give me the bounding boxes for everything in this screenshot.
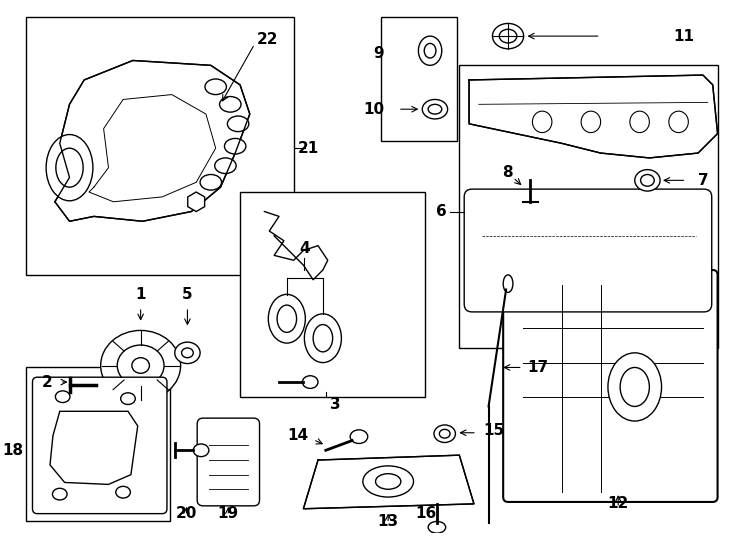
Ellipse shape <box>363 466 413 497</box>
Ellipse shape <box>376 474 401 489</box>
Text: 1: 1 <box>135 287 146 302</box>
FancyBboxPatch shape <box>32 377 167 514</box>
Text: 12: 12 <box>608 496 629 511</box>
Ellipse shape <box>116 487 131 498</box>
Ellipse shape <box>200 174 222 190</box>
Ellipse shape <box>608 353 661 421</box>
Polygon shape <box>188 192 205 212</box>
Ellipse shape <box>350 430 368 443</box>
Text: 18: 18 <box>3 443 23 458</box>
Ellipse shape <box>313 325 333 352</box>
Ellipse shape <box>175 342 200 363</box>
Ellipse shape <box>101 330 181 401</box>
Ellipse shape <box>46 134 93 201</box>
Bar <box>382 17 457 141</box>
Text: 22: 22 <box>257 31 278 46</box>
Bar <box>240 192 425 397</box>
Ellipse shape <box>219 97 241 112</box>
Ellipse shape <box>56 148 83 187</box>
Bar <box>459 65 718 348</box>
Text: 7: 7 <box>698 173 709 188</box>
Text: 16: 16 <box>415 506 437 521</box>
Bar <box>26 17 294 275</box>
Text: 19: 19 <box>218 506 239 521</box>
Polygon shape <box>50 411 138 484</box>
Text: 9: 9 <box>374 46 385 61</box>
Bar <box>26 367 170 522</box>
Ellipse shape <box>95 378 112 392</box>
Ellipse shape <box>302 376 318 388</box>
Ellipse shape <box>277 305 297 333</box>
Ellipse shape <box>305 314 341 362</box>
Text: 6: 6 <box>436 204 447 219</box>
Ellipse shape <box>434 425 455 442</box>
Ellipse shape <box>193 444 209 457</box>
Ellipse shape <box>581 111 600 133</box>
Ellipse shape <box>641 174 654 186</box>
Ellipse shape <box>215 158 236 173</box>
Ellipse shape <box>422 99 448 119</box>
Ellipse shape <box>493 23 523 49</box>
Ellipse shape <box>120 393 135 404</box>
Ellipse shape <box>225 138 246 154</box>
Ellipse shape <box>428 522 446 533</box>
Ellipse shape <box>132 357 150 373</box>
FancyBboxPatch shape <box>464 189 712 312</box>
Ellipse shape <box>418 36 442 65</box>
Ellipse shape <box>440 429 450 438</box>
Polygon shape <box>55 60 250 221</box>
Ellipse shape <box>504 275 513 293</box>
Ellipse shape <box>205 79 226 94</box>
Ellipse shape <box>269 294 305 343</box>
Polygon shape <box>469 75 718 158</box>
Text: 5: 5 <box>182 287 193 302</box>
Text: 10: 10 <box>363 102 385 117</box>
Ellipse shape <box>630 111 650 133</box>
Text: 13: 13 <box>377 514 399 529</box>
Ellipse shape <box>117 345 164 386</box>
Ellipse shape <box>499 29 517 43</box>
Ellipse shape <box>228 116 249 132</box>
Text: 14: 14 <box>287 428 308 443</box>
Text: 21: 21 <box>298 141 319 156</box>
Ellipse shape <box>669 111 688 133</box>
Text: 4: 4 <box>299 241 310 256</box>
Ellipse shape <box>620 367 650 407</box>
Text: 2: 2 <box>42 375 53 389</box>
Text: 15: 15 <box>484 423 505 438</box>
Polygon shape <box>303 455 474 509</box>
Text: 8: 8 <box>502 165 513 180</box>
Text: 3: 3 <box>330 397 341 412</box>
Ellipse shape <box>428 104 442 114</box>
FancyBboxPatch shape <box>197 418 260 506</box>
Ellipse shape <box>55 391 70 402</box>
FancyBboxPatch shape <box>504 270 718 502</box>
Ellipse shape <box>181 348 193 357</box>
Ellipse shape <box>52 488 67 500</box>
Text: 17: 17 <box>528 360 549 375</box>
Text: 20: 20 <box>175 506 197 521</box>
Ellipse shape <box>532 111 552 133</box>
Text: 11: 11 <box>673 29 694 44</box>
Ellipse shape <box>635 170 660 191</box>
Ellipse shape <box>424 43 436 58</box>
